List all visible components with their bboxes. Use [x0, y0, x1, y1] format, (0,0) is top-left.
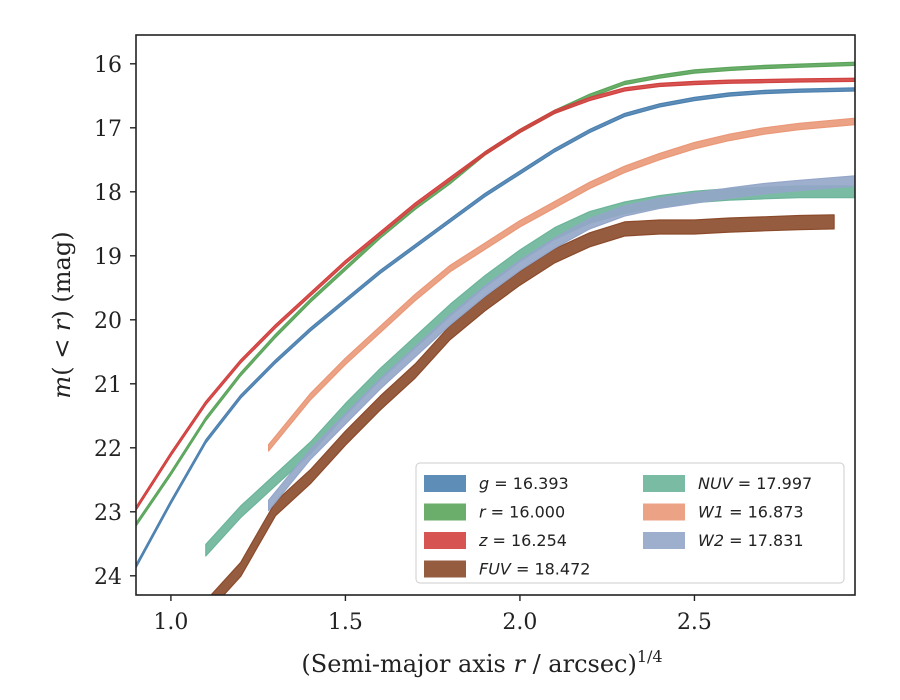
- y-tick-label: 24: [94, 565, 122, 590]
- x-tick-label: 1.5: [328, 610, 363, 635]
- series-band-w1: [268, 117, 855, 452]
- y-tick-label: 21: [94, 373, 122, 398]
- legend-swatch-w2: [643, 532, 685, 549]
- plot-frame: [135, 34, 856, 596]
- x-axis-title: (Semi-major axis r / arcsec)1/4: [301, 647, 662, 678]
- legend-label-r: r = 16.000: [479, 503, 565, 522]
- legend-swatch-w1: [643, 503, 685, 521]
- legend-box: [415, 462, 845, 584]
- legend-label-fuv: FUV = 18.472: [479, 560, 590, 579]
- y-tick-label: 22: [94, 437, 122, 462]
- y-tick-label: 18: [94, 181, 122, 206]
- legend-label-w2: W2 = 17.831: [698, 531, 804, 550]
- x-axis-ticks: 1.0 1.5 2.0 2.5: [153, 595, 712, 635]
- series-band-z: [136, 77, 855, 511]
- legend-label-g: g = 16.393: [479, 474, 569, 493]
- y-axis-title: m( < r) (mag): [48, 231, 76, 398]
- legend-label-nuv: NUV = 17.997: [698, 474, 812, 493]
- y-tick-label: 20: [94, 309, 122, 334]
- legend-swatch-z: [424, 532, 466, 549]
- series-bands: [136, 61, 855, 595]
- y-tick-label: 19: [94, 245, 122, 270]
- series-band-w2: [268, 175, 855, 512]
- series-band-g: [136, 87, 855, 569]
- x-tick-label: 2.5: [677, 610, 712, 635]
- y-tick-label: 16: [94, 53, 122, 78]
- legend-swatch-g: [424, 475, 466, 492]
- legend-swatch-nuv: [643, 475, 685, 492]
- y-tick-label: 17: [94, 117, 122, 142]
- legend-swatch-fuv: [424, 560, 466, 578]
- x-tick-label: 2.0: [502, 610, 537, 635]
- x-tick-label: 1.0: [153, 610, 188, 635]
- legend: g = 16.393 r = 16.000 z = 16.254 FUV = 18.4…: [415, 462, 845, 584]
- y-axis-ticks: 16 17 18 19 20 21 22 23 24: [94, 53, 136, 590]
- y-tick-label: 23: [94, 501, 122, 526]
- legend-label-w1: W1 = 16.873: [698, 503, 804, 522]
- legend-swatch-r: [424, 503, 466, 521]
- series-band-fuv: [210, 214, 835, 595]
- legend-entries: g = 16.393 r = 16.000 z = 16.254 FUV = 18.4…: [424, 474, 812, 579]
- legend-label-z: z = 16.254: [478, 531, 567, 550]
